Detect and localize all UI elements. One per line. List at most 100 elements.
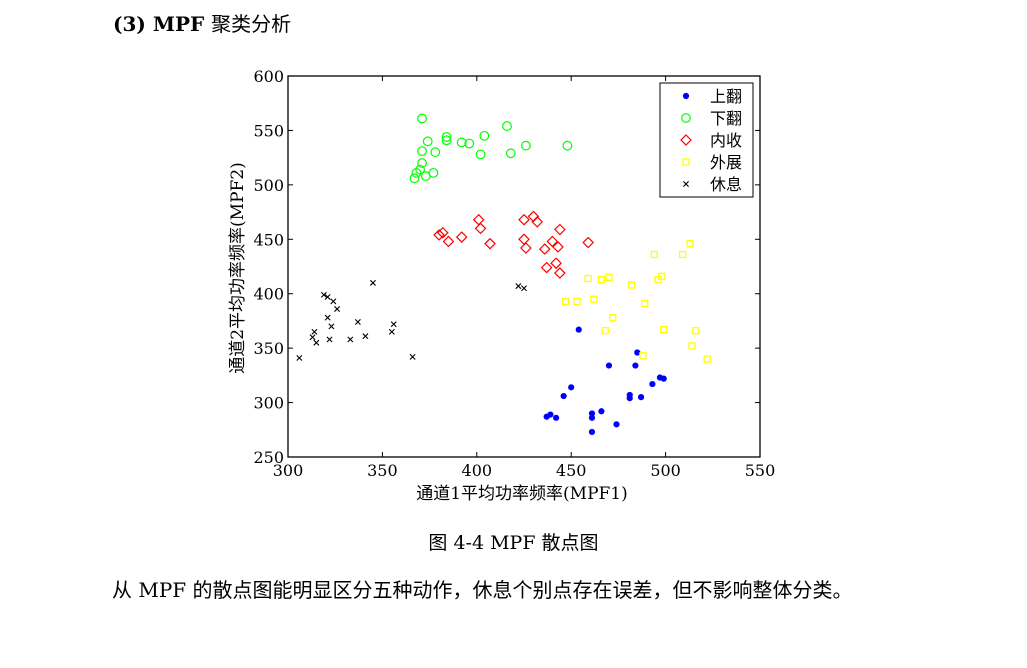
legend-marker <box>681 113 691 123</box>
legend-item: 内收 <box>680 131 742 150</box>
legend-marker <box>682 158 690 166</box>
legend-label: 上翻 <box>710 87 742 106</box>
data-point <box>632 362 639 369</box>
section-title-zh: 聚类分析 <box>211 12 292 36</box>
data-point <box>605 362 613 369</box>
y-tick-label: 550 <box>253 121 284 140</box>
data-point <box>428 167 439 178</box>
x-tick-label: 450 <box>556 461 587 480</box>
data-point <box>430 147 441 158</box>
data-point <box>554 267 566 279</box>
data-point <box>515 283 522 290</box>
y-tick-label: 600 <box>253 67 284 86</box>
data-point <box>703 355 711 363</box>
data-point <box>609 314 617 322</box>
x-axis-label: 通道1平均功率频率(MPF1) <box>416 484 628 504</box>
data-point <box>678 250 687 259</box>
data-point <box>552 414 560 421</box>
data-point <box>330 298 337 305</box>
data-point <box>502 121 512 131</box>
plot-border <box>287 75 761 458</box>
data-point <box>660 375 667 382</box>
series-5 <box>296 279 527 361</box>
data-point <box>390 321 397 328</box>
y-tick-label: 250 <box>253 448 284 467</box>
data-point <box>441 135 452 146</box>
series-1 <box>543 326 667 436</box>
data-point <box>442 235 455 248</box>
data-point <box>588 428 596 436</box>
data-point <box>605 273 613 282</box>
data-point <box>369 279 376 286</box>
data-point <box>417 146 427 157</box>
data-point <box>575 326 582 333</box>
x-tick-label: 550 <box>745 461 776 480</box>
data-point <box>660 325 668 334</box>
data-point <box>313 339 320 346</box>
data-point <box>601 327 609 335</box>
y-tick-label: 400 <box>253 285 284 304</box>
section-heading: (3) MPF 聚类分析 <box>113 8 291 37</box>
data-point <box>296 354 303 361</box>
data-point <box>475 149 486 160</box>
data-point <box>637 394 645 401</box>
section-title-en: MPF <box>152 12 205 36</box>
data-point <box>309 334 316 341</box>
data-point <box>613 421 620 428</box>
series-3 <box>433 210 595 279</box>
data-point <box>311 328 318 335</box>
data-point <box>547 411 554 418</box>
data-point <box>433 229 445 241</box>
data-point <box>409 173 420 184</box>
legend-item: 外展 <box>682 153 742 172</box>
data-point <box>550 257 562 270</box>
data-point <box>464 138 475 149</box>
data-point <box>531 216 544 228</box>
data-point <box>518 233 530 246</box>
data-point <box>546 235 559 248</box>
legend-label: 内收 <box>710 131 742 150</box>
data-point <box>627 281 636 289</box>
legend-label: 下翻 <box>710 109 742 128</box>
data-point <box>436 226 449 239</box>
data-point <box>521 285 527 292</box>
data-point <box>598 408 605 415</box>
data-point <box>582 236 595 249</box>
data-point <box>388 328 395 335</box>
data-point <box>456 137 467 148</box>
data-point <box>634 349 641 356</box>
y-tick-label: 350 <box>253 339 284 358</box>
x-tick-label: 300 <box>273 461 304 480</box>
legend-label: 休息 <box>710 175 742 194</box>
data-points <box>296 113 711 436</box>
data-point <box>474 222 487 235</box>
data-point <box>626 395 633 402</box>
data-point <box>688 342 696 350</box>
x-tick-label: 350 <box>367 461 398 480</box>
data-point <box>573 297 581 305</box>
data-point <box>641 299 649 308</box>
data-point <box>441 132 452 142</box>
x-tick-label: 400 <box>462 461 493 480</box>
legend-box <box>659 82 754 198</box>
plot-frame <box>287 75 761 458</box>
data-point <box>658 272 666 280</box>
data-point <box>328 323 335 330</box>
data-point <box>455 231 468 243</box>
data-point <box>552 241 564 253</box>
series-4 <box>561 239 711 363</box>
legend-item: 休息 <box>683 175 742 194</box>
data-point <box>320 291 327 298</box>
data-point <box>422 136 433 147</box>
data-point <box>562 140 573 151</box>
data-point <box>484 237 496 250</box>
data-point <box>409 353 416 360</box>
x-tick-label: 500 <box>650 461 681 480</box>
data-point <box>417 158 427 168</box>
legend-marker <box>683 181 689 187</box>
y-tick-label: 300 <box>253 394 284 413</box>
data-point <box>561 297 570 305</box>
axis-ticks: 300 350 400 450 500 5502503003504004505005506… <box>253 67 775 480</box>
data-point <box>334 305 341 312</box>
